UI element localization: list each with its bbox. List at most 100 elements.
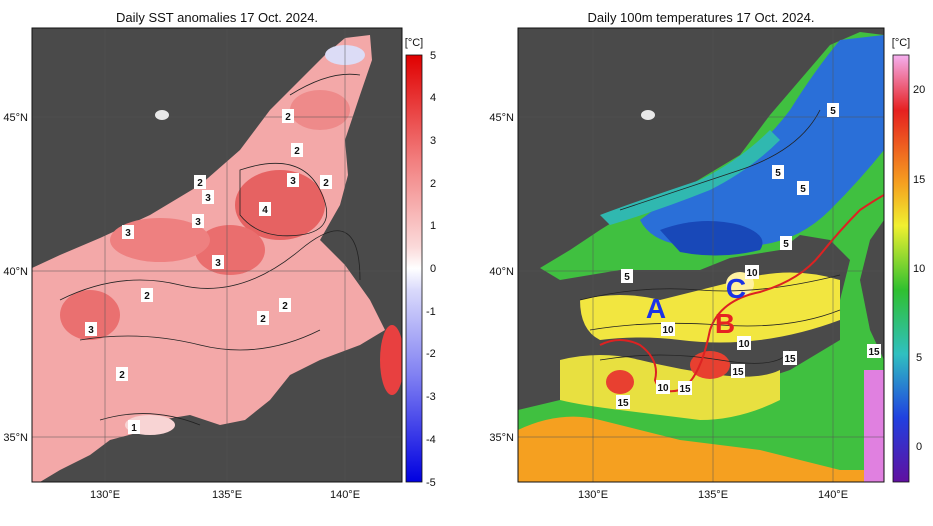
right-contour-line bbox=[599, 349, 791, 364]
right-contour-labels: 5 5 5 5 5 10 10 10 10 15 15 15 15 15 bbox=[616, 103, 881, 409]
contour-label: 2 bbox=[260, 314, 266, 325]
contour-label: 2 bbox=[285, 112, 291, 123]
right-pacific-warm bbox=[864, 370, 884, 482]
contour-label: 10 bbox=[662, 325, 674, 336]
right-panel-title: Daily 100m temperatures 17 Oct. 2024. bbox=[588, 10, 815, 25]
zone-label-b: B bbox=[715, 308, 735, 339]
lon-tick: 130°E bbox=[578, 489, 608, 501]
lon-tick: 135°E bbox=[212, 489, 242, 501]
left-contour-labels: 2 2 2 3 2 3 3 4 3 3 2 2 2 3 2 1 bbox=[85, 109, 332, 434]
lon-tick: 135°E bbox=[698, 489, 728, 501]
colorbar-tick: 15 bbox=[913, 174, 925, 186]
left-warm-patch-1 bbox=[235, 170, 325, 240]
left-contour-line bbox=[99, 413, 201, 426]
colorbar-tick: 0 bbox=[916, 441, 922, 453]
lat-tick: 40°N bbox=[3, 266, 28, 278]
left-colorbar bbox=[405, 54, 423, 483]
right-island bbox=[641, 110, 655, 120]
colorbar-tick: 1 bbox=[430, 220, 436, 232]
contour-label: 15 bbox=[732, 367, 744, 378]
left-lon-ticks: 130°E 135°E 140°E bbox=[90, 489, 360, 501]
lon-tick: 130°E bbox=[90, 489, 120, 501]
contour-label: 2 bbox=[119, 370, 125, 381]
contour-label: 3 bbox=[205, 193, 211, 204]
contour-label: 15 bbox=[617, 398, 629, 409]
left-colorbar-ticks: 5 4 3 2 1 0 -1 -2 -3 -4 -5 bbox=[426, 50, 436, 489]
contour-label: 10 bbox=[738, 339, 750, 350]
colorbar-tick: -4 bbox=[426, 434, 436, 446]
colorbar-tick: 10 bbox=[913, 263, 925, 275]
contour-label: 2 bbox=[323, 178, 329, 189]
right-south-warm bbox=[518, 416, 884, 482]
right-contour-line bbox=[589, 309, 841, 331]
colorbar-tick: 0 bbox=[430, 263, 436, 275]
contour-label: 2 bbox=[197, 178, 203, 189]
right-map bbox=[518, 28, 884, 482]
contour-label: 2 bbox=[282, 301, 288, 312]
contour-label: 15 bbox=[868, 347, 880, 358]
right-front-line bbox=[599, 194, 884, 393]
zone-labels: A B C bbox=[646, 273, 746, 339]
right-lon-ticks: 130°E 135°E 140°E bbox=[578, 489, 848, 501]
lat-tick: 35°N bbox=[489, 432, 514, 444]
contour-label: 3 bbox=[195, 217, 201, 228]
contour-label: 10 bbox=[746, 268, 758, 279]
contour-label: 1 bbox=[131, 423, 137, 434]
lat-tick: 45°N bbox=[3, 112, 28, 124]
left-pacific-warm bbox=[380, 325, 402, 395]
lat-tick: 45°N bbox=[489, 112, 514, 124]
left-contour-line bbox=[289, 73, 361, 96]
contour-label: 5 bbox=[624, 272, 630, 283]
right-contour-line bbox=[619, 109, 821, 211]
colorbar-tick: 5 bbox=[916, 352, 922, 364]
right-colorbar bbox=[892, 54, 910, 483]
lon-tick: 140°E bbox=[818, 489, 848, 501]
left-contour-line bbox=[79, 329, 321, 351]
left-island bbox=[155, 110, 169, 120]
left-frame bbox=[31, 27, 403, 483]
contour-label: 2 bbox=[144, 291, 150, 302]
zone-label-a: A bbox=[646, 293, 666, 324]
lat-tick: 35°N bbox=[3, 432, 28, 444]
left-warm-patch-5 bbox=[290, 90, 350, 130]
contour-label: 15 bbox=[679, 384, 691, 395]
colorbar-tick: 5 bbox=[430, 50, 436, 62]
contour-label: 5 bbox=[775, 168, 781, 179]
right-warm-eddy-1 bbox=[690, 351, 730, 379]
left-contour-line bbox=[239, 163, 328, 237]
right-colder-core bbox=[660, 221, 763, 256]
right-colorbar-unit: [°C] bbox=[892, 37, 910, 49]
lat-tick: 40°N bbox=[489, 266, 514, 278]
right-frame bbox=[517, 27, 885, 483]
colorbar-tick: -2 bbox=[426, 348, 436, 360]
colorbar-tick: -5 bbox=[426, 477, 436, 489]
lon-tick: 140°E bbox=[330, 489, 360, 501]
left-lat-ticks: 45°N 40°N 35°N bbox=[3, 112, 28, 444]
contour-label: 3 bbox=[290, 176, 296, 187]
contour-label: 2 bbox=[294, 146, 300, 157]
contour-label: 5 bbox=[830, 106, 836, 117]
left-colorbar-unit: [°C] bbox=[405, 37, 423, 49]
right-contour-line bbox=[579, 274, 841, 301]
colorbar-tick: 4 bbox=[430, 92, 436, 104]
right-lat-ticks: 45°N 40°N 35°N bbox=[489, 112, 514, 444]
contour-label: 4 bbox=[262, 205, 268, 216]
colorbar-tick: -1 bbox=[426, 306, 436, 318]
right-cold-region bbox=[640, 35, 884, 248]
colorbar-tick: 2 bbox=[430, 178, 436, 190]
contour-label: 3 bbox=[125, 228, 131, 239]
left-warm-patch-3 bbox=[110, 218, 210, 262]
colorbar-tick: -3 bbox=[426, 391, 436, 403]
contour-label: 5 bbox=[783, 239, 789, 250]
zone-label-c: C bbox=[726, 273, 746, 304]
contour-label: 3 bbox=[88, 325, 94, 336]
contour-label: 10 bbox=[657, 383, 669, 394]
contour-label: 15 bbox=[784, 354, 796, 365]
right-warm-eddy-2 bbox=[606, 370, 634, 394]
colorbar-tick: 20 bbox=[913, 84, 925, 96]
left-grid bbox=[32, 28, 402, 482]
contour-label: 5 bbox=[800, 184, 806, 195]
right-colorbar-ticks: 20 15 10 5 0 bbox=[913, 84, 925, 453]
contour-label: 3 bbox=[215, 258, 221, 269]
